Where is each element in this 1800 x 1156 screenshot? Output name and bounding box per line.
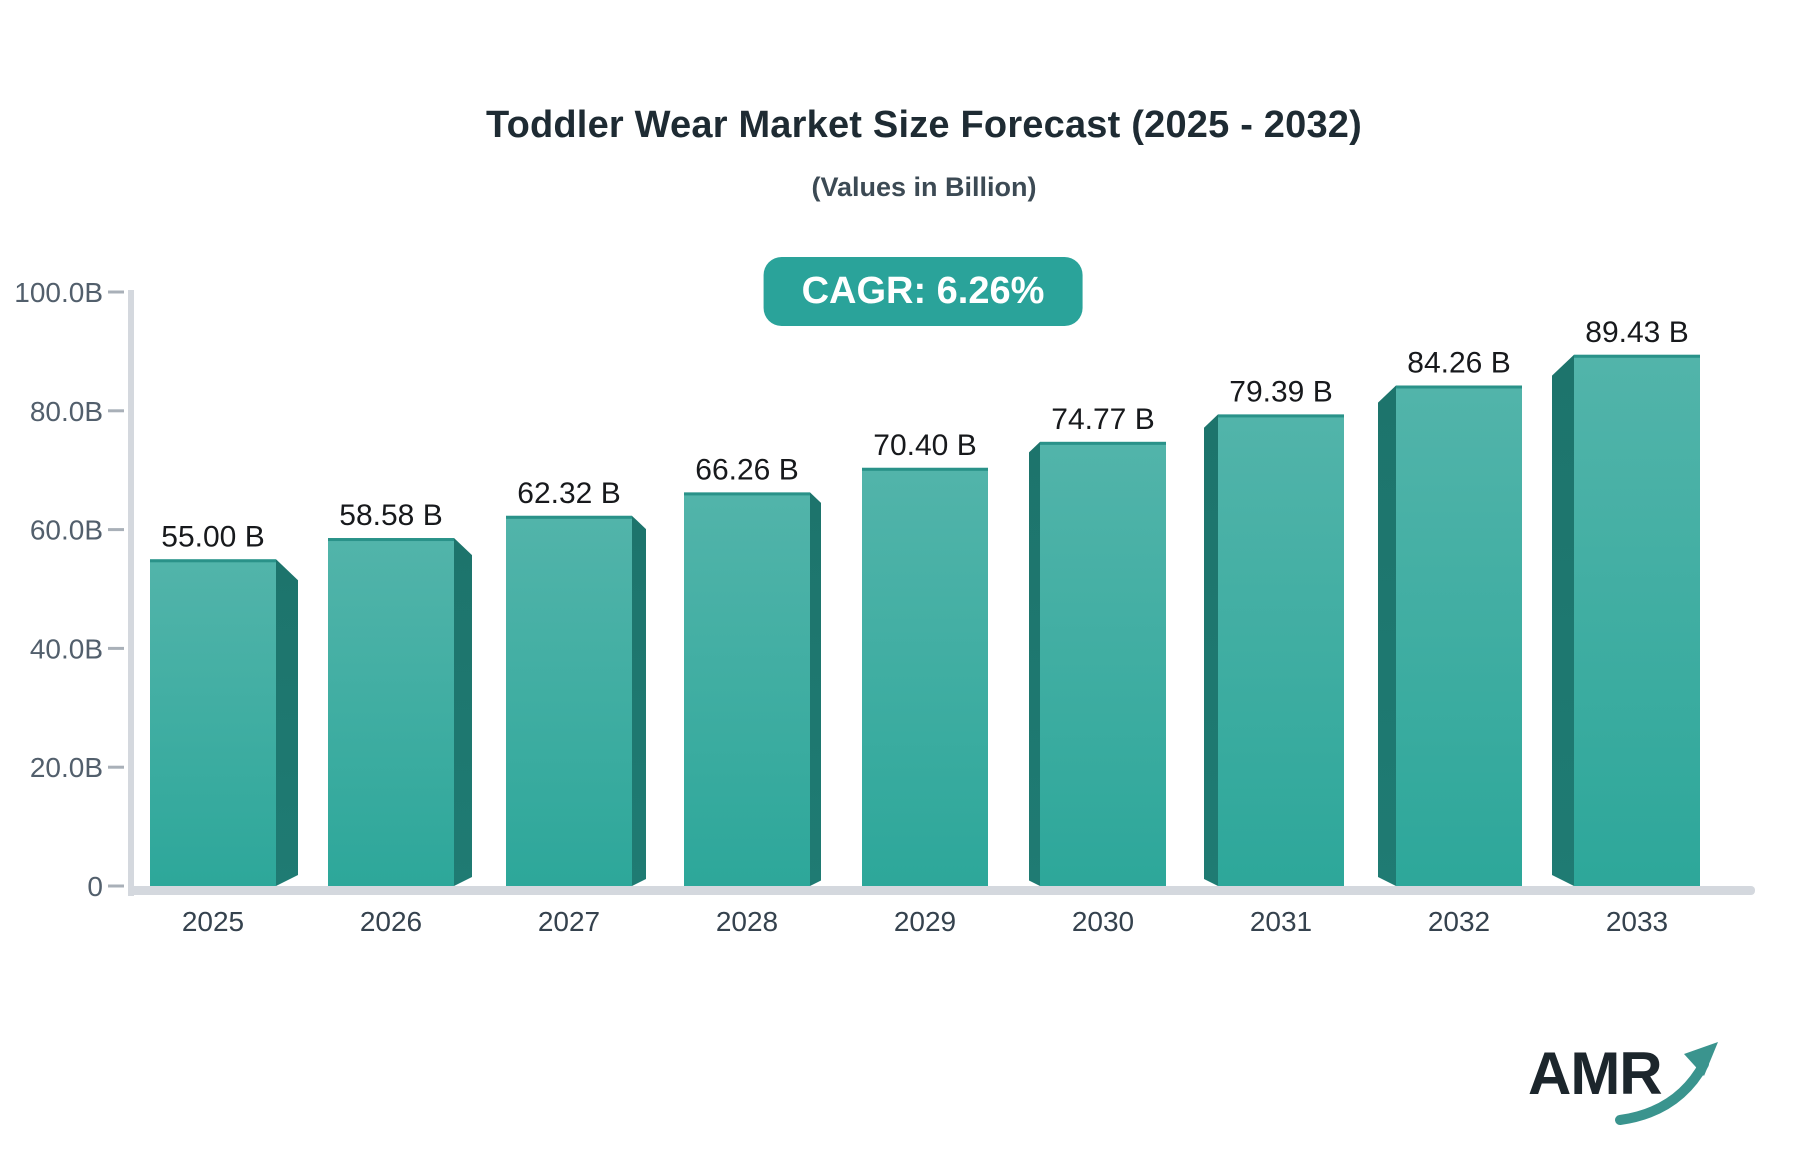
growth-arrow-head-icon (1684, 1042, 1718, 1076)
bar-2031: 79.39 B 2031 (1204, 375, 1344, 937)
x-tick-label: 2025 (182, 906, 244, 937)
bar-value-label: 89.43 B (1585, 316, 1688, 349)
bar-2025: 55.00 B 2025 (150, 520, 298, 937)
bar-front-face (1574, 354, 1700, 887)
bar-value-label: 66.26 B (695, 453, 798, 486)
x-tick-label: 2027 (538, 906, 600, 937)
y-tick-label: 100.0B (14, 277, 103, 308)
x-tick-label: 2026 (360, 906, 422, 937)
amr-logo-text: AMR (1528, 1040, 1662, 1107)
bar-side-face (454, 538, 472, 886)
bar-top-edge (1574, 354, 1700, 358)
bar-value-label: 62.32 B (517, 477, 620, 510)
bar-front-face (862, 467, 988, 886)
bar-value-label: 74.77 B (1051, 403, 1154, 436)
bar-2026: 58.58 B 2026 (328, 499, 472, 937)
bar-top-edge (150, 559, 276, 563)
bar-top-edge (328, 538, 454, 542)
cagr-badge: CAGR: 6.26% (763, 257, 1083, 326)
bar-top-edge (862, 467, 988, 471)
bar-value-label: 84.26 B (1407, 346, 1510, 379)
y-tick (108, 884, 124, 888)
growth-arrow-icon (1615, 1059, 1709, 1125)
bar-front-face (1218, 414, 1344, 886)
bar-side-face (1552, 354, 1574, 887)
bar-value-label: 55.00 B (161, 520, 264, 553)
x-tick-label: 2031 (1250, 906, 1312, 937)
y-tick (108, 646, 124, 650)
y-tick (108, 765, 124, 769)
bar-side-face (276, 559, 298, 886)
bar-top-edge (1218, 414, 1344, 418)
y-tick-label: 0 (87, 871, 103, 902)
bar-2028: 66.26 B 2028 (684, 453, 821, 937)
y-tick (108, 290, 124, 294)
x-tick-label: 2028 (716, 906, 778, 937)
x-axis-line (128, 886, 1755, 895)
x-tick-label: 2029 (894, 906, 956, 937)
bar-side-face (1378, 385, 1396, 886)
amr-logo: AMR (1528, 1040, 1718, 1125)
x-tick-label: 2030 (1072, 906, 1134, 937)
bar-2033: 89.43 B 2033 (1552, 316, 1700, 937)
bar-side-face (1029, 441, 1040, 886)
y-axis-line (128, 290, 134, 896)
bar-top-edge (1040, 441, 1166, 445)
bar-side-face (810, 492, 821, 886)
x-tick-label: 2033 (1606, 906, 1668, 937)
bar-front-face (150, 559, 276, 886)
bar-front-face (1040, 441, 1166, 886)
bar-value-label: 70.40 B (873, 429, 976, 462)
bar-value-label: 79.39 B (1229, 375, 1332, 408)
chart-title: Toddler Wear Market Size Forecast (2025 … (485, 104, 1362, 146)
bar-front-face (1396, 385, 1522, 886)
bar-top-edge (1396, 385, 1522, 389)
bar-front-face (684, 492, 810, 886)
bar-side-face (632, 515, 646, 886)
bar-2029: 70.40 B 2029 (862, 429, 988, 937)
bar-front-face (506, 515, 632, 886)
y-tick-label: 40.0B (30, 633, 103, 664)
bar-front-face (328, 538, 454, 886)
y-tick-label: 20.0B (30, 752, 103, 783)
bar-top-edge (684, 492, 810, 496)
y-tick-label: 60.0B (30, 515, 103, 546)
bar-value-label: 58.58 B (339, 499, 442, 532)
y-tick (108, 409, 124, 413)
bar-2032: 84.26 B 2032 (1378, 346, 1522, 937)
y-tick (108, 528, 124, 532)
bar-2030: 74.77 B 2030 (1029, 403, 1166, 937)
x-tick-label: 2032 (1428, 906, 1490, 937)
y-tick-label: 80.0B (30, 396, 103, 427)
bar-top-edge (506, 515, 632, 519)
bar-side-face (1204, 414, 1218, 886)
chart-subtitle: (Values in Billion) (811, 172, 1037, 202)
bar-2027: 62.32 B 2027 (506, 477, 646, 937)
